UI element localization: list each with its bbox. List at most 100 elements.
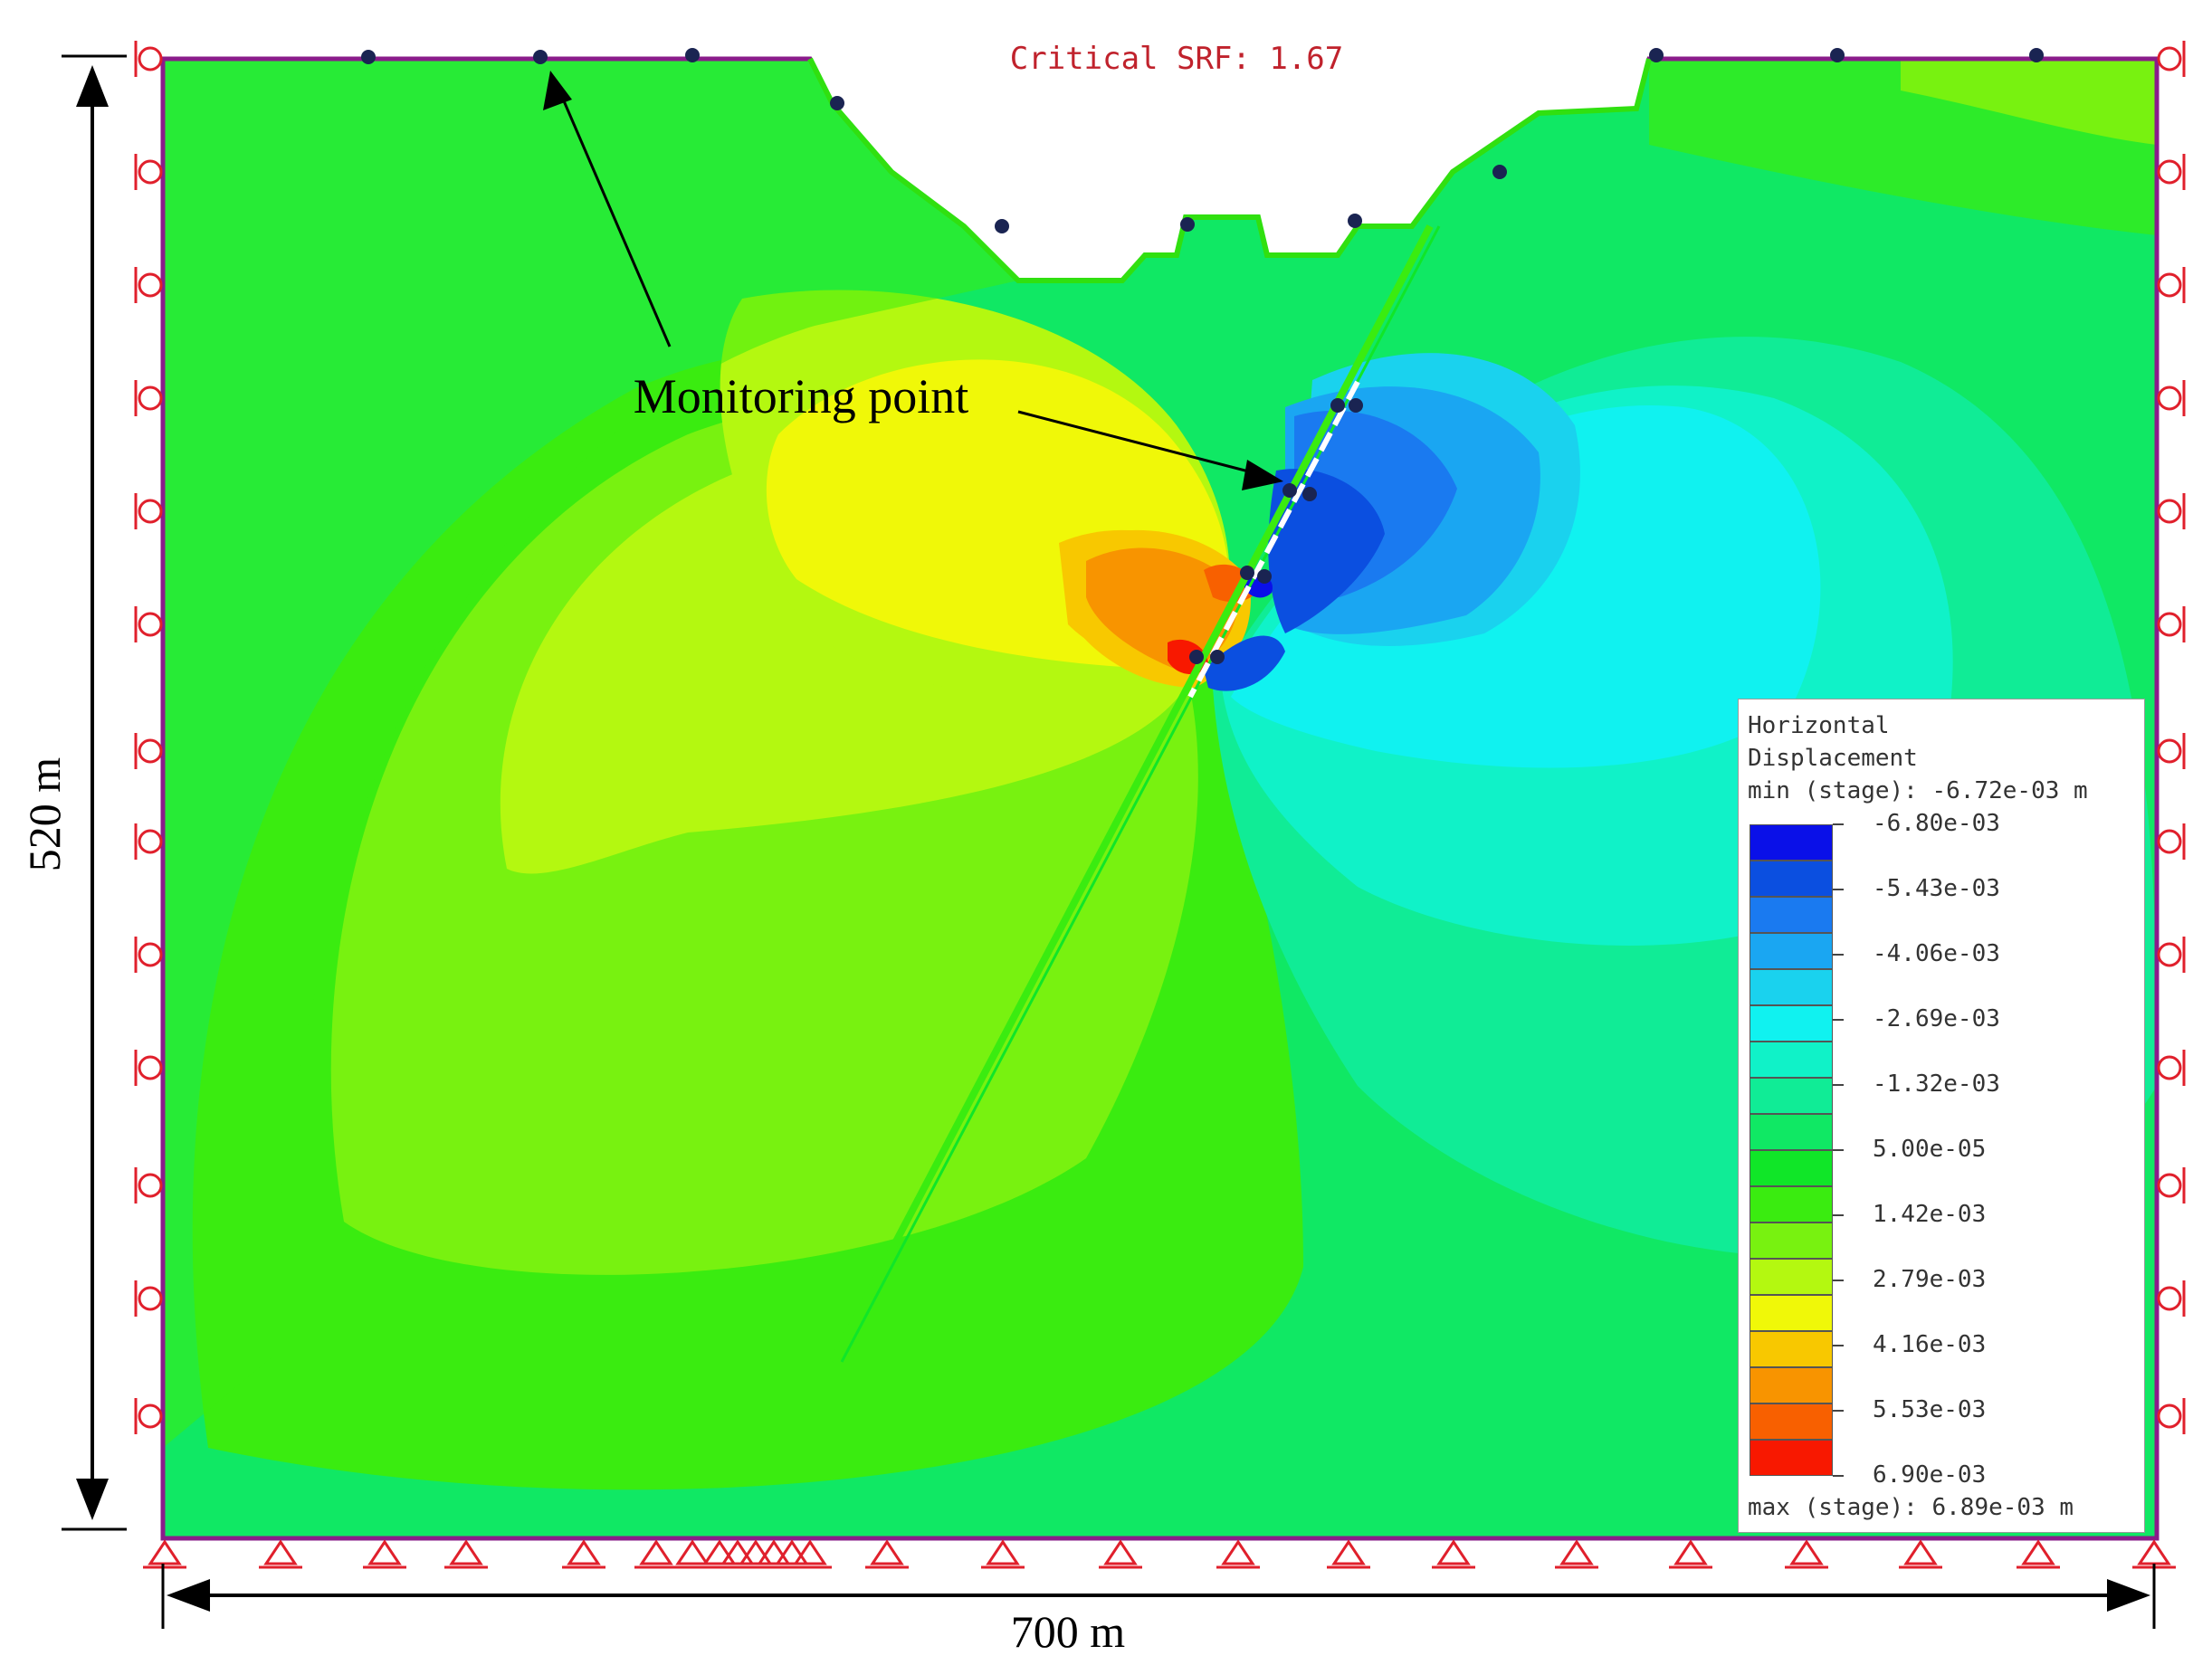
roller-support-icon bbox=[2157, 1050, 2186, 1086]
monitoring-point-marker bbox=[2029, 48, 2044, 62]
monitoring-point-marker bbox=[533, 50, 548, 64]
monitoring-point-marker bbox=[1330, 398, 1345, 413]
legend-tick bbox=[1833, 1410, 1844, 1412]
legend-swatch bbox=[1750, 969, 1833, 1005]
monitoring-point-marker bbox=[1282, 483, 1297, 498]
roller-support-icon bbox=[134, 823, 163, 860]
height-dimension bbox=[62, 54, 127, 1531]
legend-swatch bbox=[1750, 933, 1833, 969]
monitoring-arrows bbox=[543, 71, 1283, 490]
legend-value-label: -5.43e-03 bbox=[1873, 875, 2000, 902]
monitoring-point-marker bbox=[1492, 165, 1507, 179]
legend-swatch bbox=[1750, 1223, 1833, 1259]
roller-support-icon bbox=[2157, 493, 2186, 529]
legend-value-label: 5.00e-05 bbox=[1873, 1136, 1987, 1163]
roller-support-icon bbox=[134, 937, 163, 973]
monitoring-point-label: Monitoring point bbox=[634, 369, 969, 423]
monitoring-point-marker bbox=[1649, 48, 1664, 62]
legend: Horizontal Displacement min (stage): -6.… bbox=[1738, 699, 2145, 1533]
legend-swatch bbox=[1750, 1259, 1833, 1295]
roller-support-icon bbox=[134, 267, 163, 303]
pin-support-icon bbox=[634, 1539, 678, 1569]
monitoring-point-marker bbox=[685, 48, 700, 62]
legend-value-label: 5.53e-03 bbox=[1873, 1396, 1987, 1423]
pin-support-icon bbox=[1099, 1539, 1142, 1569]
legend-value-label: -6.80e-03 bbox=[1873, 810, 2000, 837]
legend-swatch bbox=[1750, 1186, 1833, 1223]
roller-support-icon bbox=[2157, 606, 2186, 642]
roller-support-icon bbox=[134, 41, 163, 77]
pin-support-icon bbox=[143, 1539, 186, 1569]
monitoring-point-marker bbox=[1240, 566, 1254, 580]
pin-support-icon bbox=[562, 1539, 605, 1569]
right-roller-supports bbox=[2157, 41, 2186, 1434]
roller-support-icon bbox=[134, 1167, 163, 1204]
legend-swatch bbox=[1750, 861, 1833, 897]
legend-swatch bbox=[1750, 1150, 1833, 1186]
pin-support-icon bbox=[444, 1539, 488, 1569]
bottom-pin-supports bbox=[143, 1539, 2176, 1569]
legend-tick bbox=[1833, 823, 1844, 825]
roller-support-icon bbox=[2157, 267, 2186, 303]
pin-support-icon bbox=[1899, 1539, 1942, 1569]
monitoring-point-marker bbox=[1830, 48, 1845, 62]
pin-support-icon bbox=[1669, 1539, 1712, 1569]
legend-title-line1: Horizontal bbox=[1748, 712, 1890, 739]
monitoring-point-marker bbox=[1348, 214, 1362, 228]
legend-value-label: 2.79e-03 bbox=[1873, 1266, 1987, 1293]
roller-support-icon bbox=[134, 606, 163, 642]
legend-swatch bbox=[1750, 824, 1833, 861]
height-label: 520 m bbox=[19, 757, 70, 872]
legend-swatch bbox=[1750, 1367, 1833, 1403]
pin-support-icon bbox=[2132, 1539, 2176, 1569]
pin-support-icon bbox=[259, 1539, 302, 1569]
roller-support-icon bbox=[2157, 823, 2186, 860]
legend-tick bbox=[1833, 1149, 1844, 1151]
legend-swatch bbox=[1750, 1440, 1833, 1476]
pin-support-icon bbox=[2017, 1539, 2060, 1569]
legend-tick bbox=[1833, 954, 1844, 956]
monitoring-point-marker bbox=[1257, 569, 1272, 584]
monitoring-points bbox=[361, 48, 2044, 664]
pin-support-icon bbox=[788, 1539, 832, 1569]
roller-support-icon bbox=[134, 380, 163, 416]
legend-tick bbox=[1833, 1475, 1844, 1477]
legend-tick bbox=[1833, 889, 1844, 890]
pin-support-icon bbox=[865, 1539, 909, 1569]
legend-value-label: 1.42e-03 bbox=[1873, 1201, 1987, 1228]
monitoring-point-marker bbox=[1210, 650, 1225, 664]
roller-support-icon bbox=[134, 1050, 163, 1086]
legend-swatch bbox=[1750, 1403, 1833, 1440]
legend-swatch bbox=[1750, 1331, 1833, 1367]
monitoring-point-marker bbox=[995, 219, 1009, 233]
legend-tick bbox=[1833, 1214, 1844, 1216]
roller-support-icon bbox=[134, 1280, 163, 1317]
legend-value-label: -2.69e-03 bbox=[1873, 1005, 2000, 1032]
roller-support-icon bbox=[2157, 1167, 2186, 1204]
roller-support-icon bbox=[2157, 1280, 2186, 1317]
pin-support-icon bbox=[363, 1539, 406, 1569]
roller-support-icon bbox=[134, 154, 163, 190]
legend-swatch bbox=[1750, 1042, 1833, 1078]
roller-support-icon bbox=[134, 493, 163, 529]
fault-zone bbox=[829, 224, 1441, 1364]
roller-support-icon bbox=[2157, 733, 2186, 769]
legend-value-label: -4.06e-03 bbox=[1873, 940, 2000, 967]
legend-tick bbox=[1833, 1019, 1844, 1021]
legend-value-label: 6.90e-03 bbox=[1873, 1461, 1987, 1489]
legend-min: min (stage): -6.72e-03 m bbox=[1748, 777, 2088, 804]
monitoring-point-marker bbox=[1349, 398, 1363, 413]
pin-support-icon bbox=[1216, 1539, 1260, 1569]
width-label: 700 m bbox=[1011, 1606, 1126, 1657]
pin-support-icon bbox=[1785, 1539, 1828, 1569]
legend-tick bbox=[1833, 1345, 1844, 1346]
left-roller-supports bbox=[134, 41, 163, 1434]
legend-tick bbox=[1833, 1084, 1844, 1086]
roller-support-icon bbox=[2157, 41, 2186, 77]
monitoring-point-marker bbox=[1189, 650, 1204, 664]
width-dimension bbox=[161, 1564, 2156, 1629]
legend-swatch bbox=[1750, 1078, 1833, 1114]
legend-swatch bbox=[1750, 1295, 1833, 1331]
roller-support-icon bbox=[2157, 154, 2186, 190]
pin-support-icon bbox=[981, 1539, 1025, 1569]
